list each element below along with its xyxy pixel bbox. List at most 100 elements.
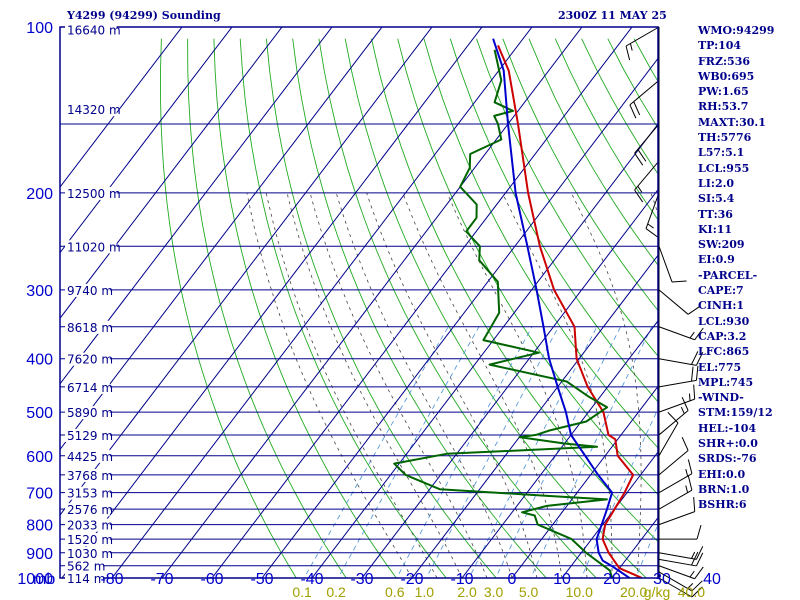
pressure-label: 400 xyxy=(26,352,53,369)
index-item: MPL:745 xyxy=(698,375,754,389)
sounding-profiles xyxy=(393,38,643,578)
mixing-ratio-label: 3.0 xyxy=(484,584,504,600)
wind-barb xyxy=(658,365,699,388)
isotherm xyxy=(261,57,658,578)
x-tick-label: 20 xyxy=(603,571,621,588)
index-item: EHI:0.0 xyxy=(698,467,746,481)
index-item: LCL:955 xyxy=(698,161,750,175)
x-tick-label: -50 xyxy=(250,571,273,588)
index-item: -PARCEL- xyxy=(698,268,758,282)
moist-adiabat xyxy=(335,192,513,578)
mixing-ratio-label: 0.2 xyxy=(326,584,346,600)
index-item: CINH:1 xyxy=(698,299,745,313)
x-tick-label: -40 xyxy=(300,571,323,588)
dry-adiabat xyxy=(792,39,800,590)
moist-adiabat xyxy=(402,192,563,578)
mixing-ratio-label: 20.0 xyxy=(620,584,647,600)
dry-adiabat xyxy=(318,38,597,578)
pressure-label: 1000 xyxy=(17,571,53,588)
isotherm xyxy=(60,27,383,451)
mixing-ratio-label: 2.0 xyxy=(457,584,477,600)
height-label: 2576 m xyxy=(67,503,113,517)
wind-barb xyxy=(658,351,704,366)
x-tick-label: 10 xyxy=(553,571,571,588)
height-label: 5129 m xyxy=(67,429,113,443)
wind-barb xyxy=(625,26,660,61)
index-item: WB0:695 xyxy=(698,69,755,83)
pressure-label: 100 xyxy=(26,20,53,37)
height-label: 6714 m xyxy=(67,381,113,395)
wind-barb xyxy=(658,384,696,413)
pressure-label: 600 xyxy=(26,449,53,466)
x-tick-label: -10 xyxy=(450,571,473,588)
moist-adiabat xyxy=(246,192,413,578)
wind-barb xyxy=(658,326,704,341)
mixing-ratio-label: 5.0 xyxy=(519,584,539,600)
dry-adiabat xyxy=(160,38,297,578)
dry-adiabat xyxy=(423,38,658,449)
dry-adiabat xyxy=(187,38,347,578)
x-tick-label: -20 xyxy=(400,571,423,588)
mixing-ratio-label: 0.6 xyxy=(385,584,405,600)
height-label: 8618 m xyxy=(67,321,113,335)
pressure-label: 900 xyxy=(26,546,53,563)
moist-adiabat xyxy=(309,192,488,578)
index-item: TH:5776 xyxy=(698,131,752,145)
index-item: MAXT:30.1 xyxy=(698,115,766,129)
index-item: LFC:865 xyxy=(698,345,750,359)
wind-barb xyxy=(658,475,693,510)
wind-barb xyxy=(658,577,703,598)
dry-adiabat xyxy=(265,38,497,578)
mixing-ratio-line xyxy=(580,407,658,578)
pressure-label: 800 xyxy=(26,518,53,535)
mixing-ratio-label: 40.0 xyxy=(678,584,705,600)
isotherm xyxy=(561,451,658,578)
wind-barb xyxy=(658,571,703,592)
mixing-ratio-label: 0.1 xyxy=(292,584,312,600)
wind-barb xyxy=(658,289,701,315)
height-label: 1520 m xyxy=(67,533,113,547)
wind-barb xyxy=(658,546,704,560)
isotherm xyxy=(161,27,583,578)
height-label: 1030 m xyxy=(67,547,113,561)
dry-adiabat xyxy=(371,38,658,543)
dewpoint-line xyxy=(393,49,613,578)
dry-adiabat xyxy=(344,38,647,578)
x-tick-label: -60 xyxy=(200,571,223,588)
pressure-label: 500 xyxy=(26,405,53,422)
parcel-line xyxy=(492,38,631,578)
index-item: BRN:1.0 xyxy=(698,482,750,496)
isotherm xyxy=(60,27,233,254)
moist-adiabat xyxy=(366,192,538,578)
wind-barb xyxy=(634,160,660,203)
height-label: 16640 m xyxy=(67,23,121,37)
isotherm xyxy=(311,123,658,578)
height-label: 11020 m xyxy=(67,240,121,254)
index-item: SHR+:0.0 xyxy=(698,437,758,451)
plot-frame xyxy=(59,26,659,579)
wind-barb xyxy=(658,497,696,526)
mixing-ratio-label: 1.0 xyxy=(415,584,435,600)
wind-barb xyxy=(658,412,679,457)
height-label: 3153 m xyxy=(67,487,113,501)
isotherm xyxy=(361,188,658,578)
x-tick-label: -70 xyxy=(150,571,173,588)
isotherm xyxy=(511,385,658,578)
wind-barb xyxy=(645,192,660,238)
wind-barb xyxy=(634,123,660,166)
dry-adiabat xyxy=(397,38,658,496)
index-item: PW:1.65 xyxy=(698,85,749,99)
x-tick-label: 30 xyxy=(653,571,671,588)
height-label: 5890 m xyxy=(67,406,113,420)
mixing-ratio-unit: g/kg xyxy=(644,584,670,600)
pressure-label: 200 xyxy=(26,186,53,203)
isotherm xyxy=(111,27,533,578)
wind-barb xyxy=(658,565,704,580)
index-item: RH:53.7 xyxy=(698,100,749,114)
dry-adiabat xyxy=(292,38,547,578)
dry-adiabat xyxy=(502,38,658,312)
dry-adiabat xyxy=(476,38,658,357)
